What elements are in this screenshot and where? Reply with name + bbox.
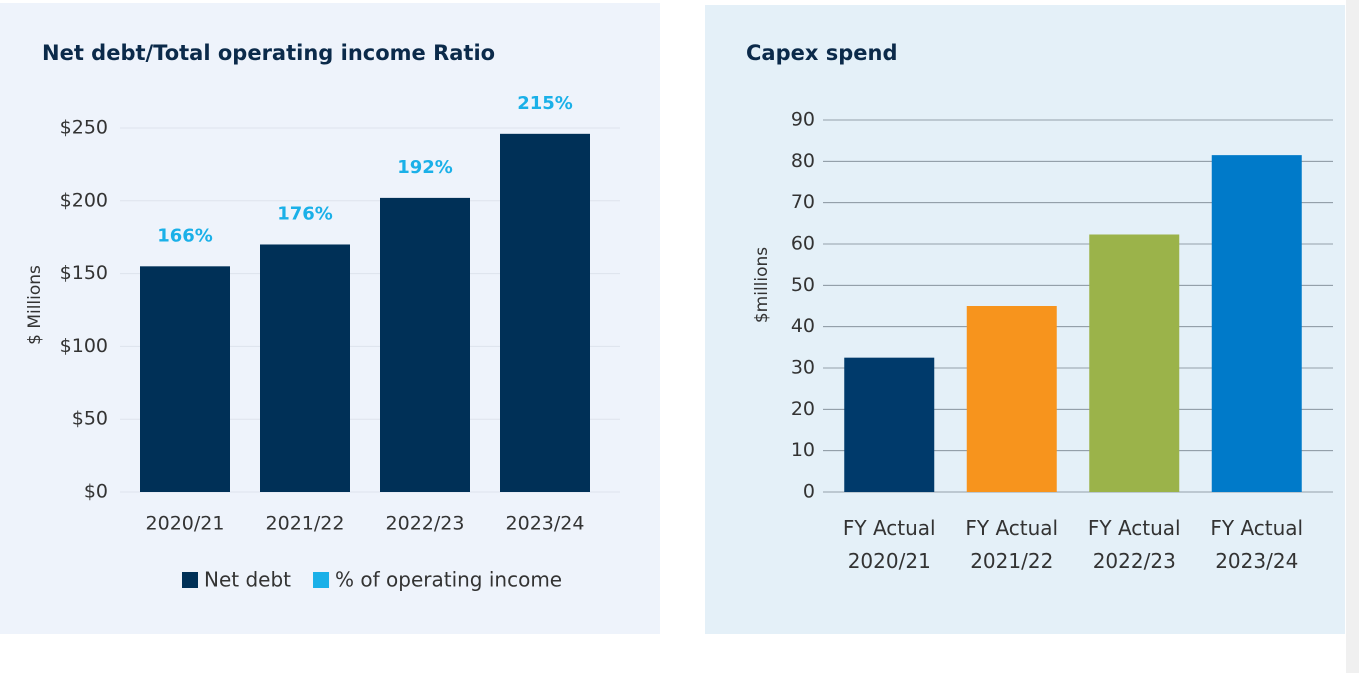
y-tick-label: $200 bbox=[60, 189, 108, 211]
y-tick-label: 10 bbox=[791, 439, 815, 461]
data-label: 176% bbox=[277, 203, 333, 224]
y-tick-label: 0 bbox=[803, 481, 815, 503]
y-tick-label: 70 bbox=[791, 191, 815, 213]
legend-swatch bbox=[313, 572, 330, 588]
y-tick-label: 30 bbox=[791, 357, 815, 379]
legend-label: Net debt bbox=[204, 568, 291, 592]
chart-title: Capex spend bbox=[746, 41, 897, 65]
y-tick-label: $100 bbox=[60, 335, 108, 357]
legend-swatch bbox=[182, 572, 198, 588]
bar bbox=[140, 266, 230, 492]
data-label: 192% bbox=[397, 157, 453, 178]
bar bbox=[260, 244, 350, 492]
y-tick-label: $250 bbox=[60, 117, 108, 139]
bar bbox=[500, 133, 590, 492]
y-tick-label: 20 bbox=[791, 398, 815, 420]
bar bbox=[1211, 155, 1302, 492]
x-tick-label: 2023/24 bbox=[506, 513, 585, 535]
bar bbox=[380, 197, 470, 492]
chart-title: Net debt/Total operating income Ratio bbox=[42, 41, 495, 65]
legend-label: % of operating income bbox=[335, 568, 562, 592]
x-tick-label: 2021/22 bbox=[266, 513, 345, 535]
x-tick-label: FY Actual 2021/22 bbox=[965, 516, 1059, 573]
y-tick-label: $150 bbox=[60, 262, 108, 284]
bar bbox=[1089, 234, 1180, 492]
y-tick-label: $50 bbox=[72, 408, 108, 430]
y-axis-label: $ Millions bbox=[25, 265, 45, 345]
y-tick-label: $0 bbox=[84, 481, 108, 503]
bar bbox=[844, 357, 935, 492]
data-label: 166% bbox=[157, 225, 213, 246]
y-axis-label: $millions bbox=[752, 247, 772, 323]
x-tick-label: FY Actual 2022/23 bbox=[1087, 516, 1181, 573]
y-tick-label: 80 bbox=[791, 150, 815, 172]
y-tick-label: 90 bbox=[791, 109, 815, 131]
y-tick-label: 60 bbox=[791, 233, 815, 255]
x-tick-label: 2020/21 bbox=[146, 513, 225, 535]
bar bbox=[966, 306, 1057, 492]
x-tick-label: FY Actual 2023/24 bbox=[1210, 516, 1304, 573]
x-tick-label: FY Actual 2020/21 bbox=[842, 516, 936, 573]
scrollbar bbox=[1346, 0, 1359, 673]
x-tick-label: 2022/23 bbox=[386, 513, 465, 535]
y-tick-label: 50 bbox=[791, 274, 815, 296]
y-tick-label: 40 bbox=[791, 315, 815, 337]
data-label: 215% bbox=[517, 93, 573, 114]
